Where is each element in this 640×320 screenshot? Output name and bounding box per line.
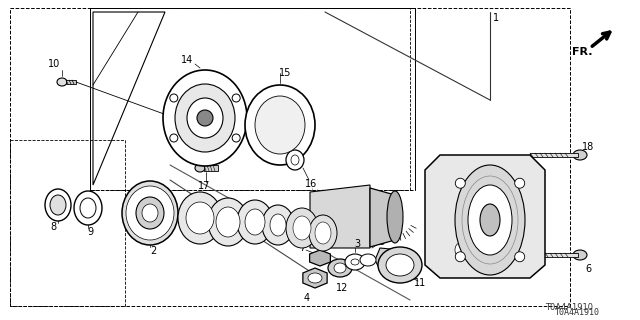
Ellipse shape bbox=[286, 150, 304, 170]
Polygon shape bbox=[370, 188, 395, 247]
Ellipse shape bbox=[186, 202, 214, 234]
Ellipse shape bbox=[334, 263, 346, 273]
Ellipse shape bbox=[270, 214, 286, 236]
Text: 1: 1 bbox=[493, 13, 499, 23]
Text: 2: 2 bbox=[150, 246, 156, 256]
Text: 5: 5 bbox=[482, 253, 488, 263]
Ellipse shape bbox=[255, 96, 305, 154]
Ellipse shape bbox=[308, 273, 322, 283]
Ellipse shape bbox=[245, 209, 265, 235]
Text: FR.: FR. bbox=[572, 47, 592, 57]
Text: 16: 16 bbox=[305, 179, 317, 189]
Ellipse shape bbox=[573, 150, 587, 160]
Ellipse shape bbox=[378, 247, 422, 283]
Ellipse shape bbox=[328, 259, 352, 277]
Ellipse shape bbox=[468, 185, 512, 255]
Ellipse shape bbox=[262, 205, 294, 245]
Ellipse shape bbox=[216, 207, 240, 237]
Text: 13: 13 bbox=[374, 237, 386, 247]
Polygon shape bbox=[310, 250, 330, 266]
Ellipse shape bbox=[351, 259, 359, 265]
Bar bbox=[204, 165, 218, 171]
Ellipse shape bbox=[386, 254, 414, 276]
Ellipse shape bbox=[45, 189, 71, 221]
Bar bbox=[530, 153, 578, 157]
Ellipse shape bbox=[573, 250, 587, 260]
Ellipse shape bbox=[187, 98, 223, 138]
Bar bbox=[90, 8, 410, 190]
Ellipse shape bbox=[50, 195, 66, 215]
Ellipse shape bbox=[345, 254, 365, 270]
Ellipse shape bbox=[175, 84, 235, 152]
Text: T0A4A1910: T0A4A1910 bbox=[555, 308, 600, 317]
Ellipse shape bbox=[80, 198, 96, 218]
Text: 12: 12 bbox=[336, 283, 348, 293]
Ellipse shape bbox=[455, 165, 525, 275]
Ellipse shape bbox=[136, 197, 164, 229]
Circle shape bbox=[515, 252, 525, 262]
Text: T0A4A1910: T0A4A1910 bbox=[545, 303, 593, 313]
Text: 4: 4 bbox=[304, 293, 310, 303]
Text: 5: 5 bbox=[480, 257, 486, 267]
Text: 14: 14 bbox=[181, 55, 193, 65]
Circle shape bbox=[455, 252, 465, 262]
Ellipse shape bbox=[291, 155, 299, 165]
Polygon shape bbox=[425, 155, 545, 278]
Ellipse shape bbox=[178, 192, 222, 244]
Bar bbox=[530, 253, 578, 257]
Text: 7: 7 bbox=[299, 243, 305, 253]
Bar bbox=[10, 8, 570, 306]
Ellipse shape bbox=[237, 200, 273, 244]
Ellipse shape bbox=[74, 191, 102, 225]
Ellipse shape bbox=[197, 110, 213, 126]
Circle shape bbox=[515, 178, 525, 188]
Polygon shape bbox=[375, 248, 405, 270]
Text: 6: 6 bbox=[585, 264, 591, 274]
Bar bbox=[10, 140, 125, 306]
Text: 10: 10 bbox=[48, 59, 60, 69]
Polygon shape bbox=[93, 12, 165, 185]
Circle shape bbox=[232, 94, 240, 102]
Ellipse shape bbox=[195, 164, 205, 172]
Circle shape bbox=[232, 134, 240, 142]
Ellipse shape bbox=[455, 243, 465, 257]
Circle shape bbox=[170, 94, 178, 102]
Text: 9: 9 bbox=[87, 227, 93, 237]
Ellipse shape bbox=[286, 208, 318, 248]
Ellipse shape bbox=[122, 181, 178, 245]
Ellipse shape bbox=[57, 78, 67, 86]
Bar bbox=[66, 80, 76, 84]
Ellipse shape bbox=[293, 216, 311, 240]
Ellipse shape bbox=[245, 85, 315, 165]
Circle shape bbox=[170, 134, 178, 142]
Circle shape bbox=[455, 178, 465, 188]
Ellipse shape bbox=[480, 204, 500, 236]
Text: 8: 8 bbox=[50, 222, 56, 232]
Text: 3: 3 bbox=[354, 239, 360, 249]
Ellipse shape bbox=[315, 222, 331, 244]
Text: 11: 11 bbox=[414, 278, 426, 288]
Ellipse shape bbox=[387, 191, 403, 243]
Ellipse shape bbox=[360, 254, 376, 266]
Ellipse shape bbox=[208, 198, 248, 246]
Polygon shape bbox=[303, 268, 327, 288]
Ellipse shape bbox=[163, 70, 247, 166]
Ellipse shape bbox=[309, 215, 337, 251]
Text: 17: 17 bbox=[198, 181, 210, 191]
Polygon shape bbox=[310, 185, 370, 248]
Ellipse shape bbox=[126, 186, 174, 240]
Text: 18: 18 bbox=[582, 142, 594, 152]
Ellipse shape bbox=[142, 204, 158, 222]
Text: 15: 15 bbox=[279, 68, 291, 78]
Ellipse shape bbox=[450, 236, 470, 264]
